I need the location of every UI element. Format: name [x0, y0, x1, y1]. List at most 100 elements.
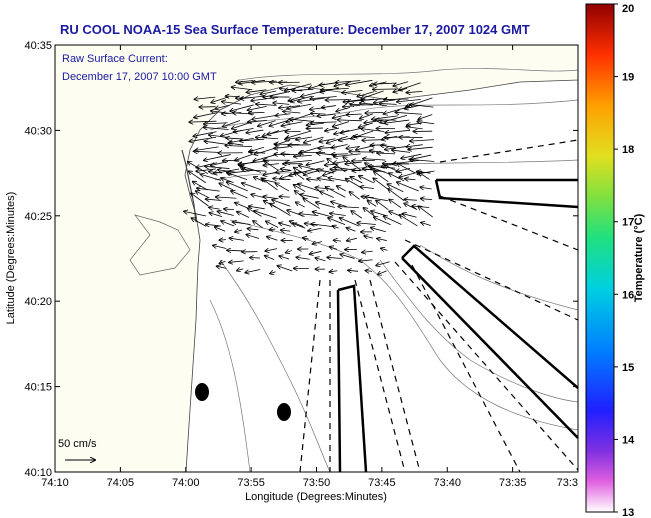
current-vector [248, 120, 267, 122]
current-vector [287, 103, 312, 108]
current-vector [286, 160, 312, 162]
current-vector [273, 179, 291, 180]
current-vector [200, 174, 222, 181]
current-vector [310, 96, 337, 98]
current-vector [393, 87, 408, 92]
current-vector [360, 187, 374, 189]
solid-swath-outlines [336, 178, 579, 473]
current-vector [348, 270, 358, 271]
current-vector [346, 114, 362, 115]
current-vector [333, 121, 350, 127]
current-vector [204, 127, 229, 129]
colorbar-tick-label: 19 [622, 72, 634, 84]
current-vector [270, 272, 276, 274]
current-vector [235, 203, 248, 209]
current-vector [337, 186, 346, 192]
current-vector [204, 154, 231, 161]
marker-blob-1 [195, 383, 209, 401]
colorbar-tick-label: 14 [622, 434, 635, 446]
current-vector [222, 102, 242, 105]
x-axis-label: Longitude (Degrees:Minutes) [245, 491, 387, 503]
current-vector [242, 183, 262, 191]
current-vector [340, 254, 355, 259]
current-vector [197, 188, 220, 192]
x-axis-ticks: 74:10 74:05 74:00 73:55 73:50 73:45 73:40 73:35… [41, 45, 579, 489]
current-vector [299, 214, 319, 216]
current-vector [227, 182, 248, 192]
current-vector [421, 199, 433, 200]
current-vector [275, 114, 291, 116]
current-vector [293, 224, 306, 229]
current-vector [374, 217, 391, 226]
current-vector [388, 189, 405, 201]
current-vector [229, 238, 244, 240]
current-vector [336, 81, 361, 83]
colorbar-tick-label: 13 [622, 507, 634, 518]
current-vector [265, 256, 275, 260]
current-vector [223, 160, 240, 161]
current-vector [215, 104, 230, 109]
x-tick-label: 74:10 [41, 477, 69, 489]
current-vector [346, 146, 361, 148]
current-vector [411, 154, 432, 159]
current-vector [231, 191, 248, 199]
current-vector [410, 140, 435, 141]
current-vector [227, 169, 255, 173]
current-vector [233, 222, 251, 225]
current-vector [381, 145, 396, 147]
x-tick-label: 73:45 [368, 477, 396, 489]
x-tick-label: 73:55 [237, 477, 265, 489]
current-vector [387, 184, 404, 193]
x-tick-label: 73:50 [303, 477, 331, 489]
current-vector [334, 240, 342, 241]
current-vector [274, 147, 290, 149]
current-vector [365, 112, 384, 113]
current-vector [306, 160, 325, 165]
current-vector [374, 171, 389, 183]
current-vector [315, 258, 326, 261]
current-vector [377, 239, 387, 241]
current-vector [303, 198, 320, 209]
current-vector [406, 127, 423, 129]
current-vector [330, 213, 346, 215]
current-vector [227, 250, 243, 251]
current-vector [261, 178, 278, 191]
current-vector [311, 122, 337, 123]
bathymetry-contours [209, 68, 579, 473]
current-vector [204, 141, 228, 145]
current-vector [219, 261, 226, 263]
current-vector [389, 199, 402, 209]
current-vector [365, 271, 373, 272]
current-vector [247, 229, 259, 230]
current-vector [213, 245, 227, 249]
current-vector [351, 211, 363, 219]
current-vector [378, 270, 387, 275]
current-vector [399, 82, 421, 90]
current-vector [364, 119, 385, 123]
current-vector [384, 216, 402, 225]
current-vector [238, 160, 266, 164]
current-vector [300, 194, 319, 199]
current-vector [365, 197, 389, 202]
current-vector [336, 107, 351, 111]
current-vector [326, 135, 348, 143]
current-vector [292, 89, 312, 90]
current-vector [327, 159, 346, 173]
current-vector [223, 120, 241, 126]
current-vector [188, 162, 209, 175]
current-vector [194, 97, 216, 99]
current-vector [310, 251, 322, 254]
current-vector [209, 172, 223, 173]
current-vector [377, 153, 396, 154]
current-vector [246, 89, 267, 93]
colorbar-tick-label: 18 [622, 144, 634, 156]
current-vector [331, 144, 348, 147]
current-vector [189, 171, 207, 184]
current-vector [221, 178, 234, 183]
y-tick-label: 40:30 [24, 125, 52, 137]
x-tick-label: 74:05 [107, 477, 135, 489]
current-vector [329, 271, 338, 272]
current-vector [395, 112, 423, 114]
current-vector [209, 135, 228, 137]
sandy-hook-spit [181, 149, 197, 223]
